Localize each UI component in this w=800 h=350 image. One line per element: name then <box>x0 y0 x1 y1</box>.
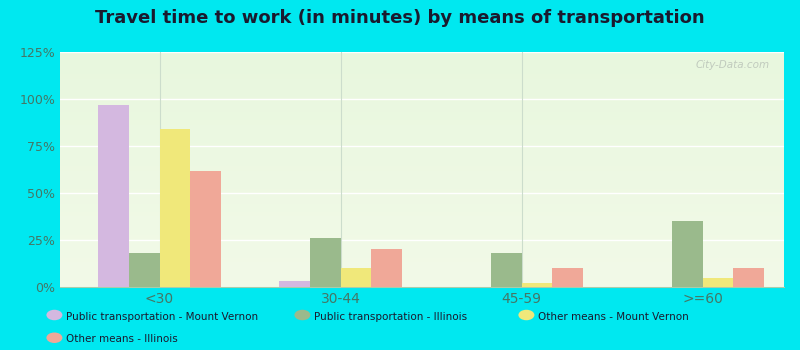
Bar <box>129 253 159 287</box>
Bar <box>702 278 734 287</box>
Text: Public transportation - Illinois: Public transportation - Illinois <box>314 312 466 322</box>
Bar <box>371 250 402 287</box>
Text: Public transportation - Mount Vernon: Public transportation - Mount Vernon <box>66 312 258 322</box>
Bar <box>190 171 221 287</box>
Text: Travel time to work (in minutes) by means of transportation: Travel time to work (in minutes) by mean… <box>95 9 705 27</box>
Bar <box>672 221 702 287</box>
Text: Other means - Mount Vernon: Other means - Mount Vernon <box>538 312 688 322</box>
Bar <box>522 283 552 287</box>
Bar <box>341 268 371 287</box>
Bar <box>734 268 764 287</box>
Bar <box>490 253 522 287</box>
Bar <box>279 281 310 287</box>
Bar <box>159 130 190 287</box>
Bar <box>310 238 341 287</box>
Text: Other means - Illinois: Other means - Illinois <box>66 335 178 344</box>
Text: City-Data.com: City-Data.com <box>695 60 770 70</box>
Bar <box>552 268 583 287</box>
Bar <box>98 105 129 287</box>
